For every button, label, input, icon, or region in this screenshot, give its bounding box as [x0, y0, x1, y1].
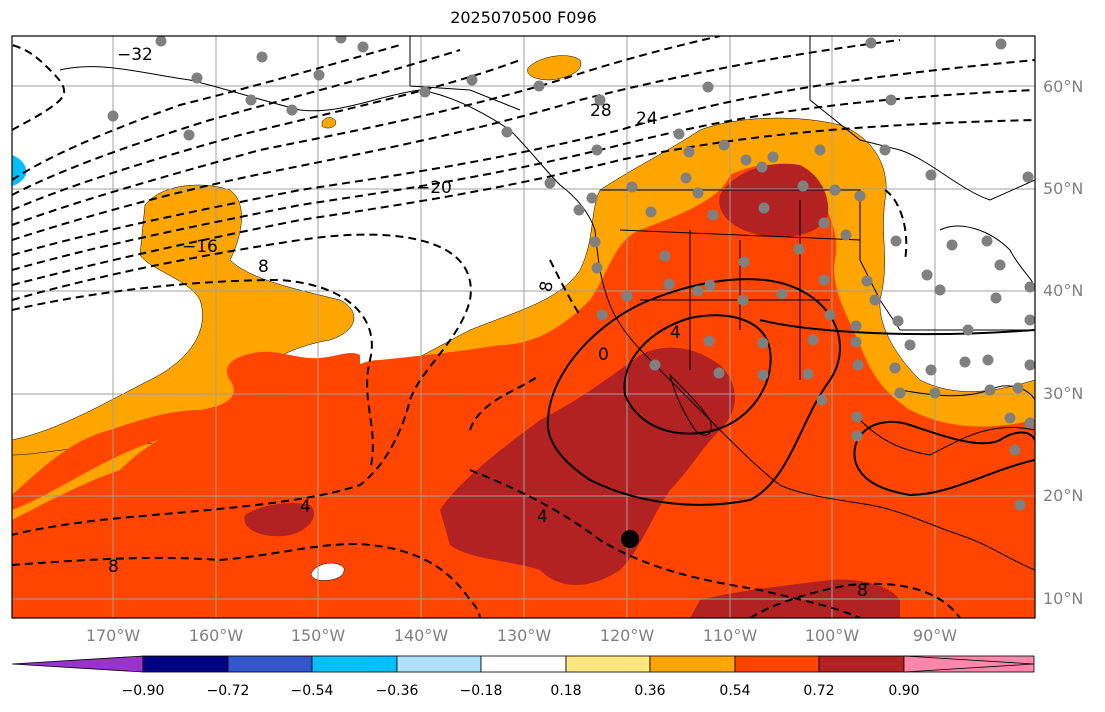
lat-label: 20°N [1043, 486, 1084, 505]
contour-label: −20 [416, 178, 452, 198]
dashed-contours [12, 36, 1035, 618]
colorbar-bin [565, 655, 651, 673]
colorbar-bin [227, 655, 313, 673]
contour-label: 28 [590, 101, 612, 121]
colorbar-bin [396, 655, 482, 673]
lon-label: 170°W [85, 626, 141, 645]
colorbar-tick-label: 0.72 [803, 683, 835, 699]
lon-label: 110°W [702, 626, 758, 645]
contour-label: 4 [537, 507, 548, 527]
field-orange-small [321, 117, 337, 129]
contour-labels: −32 28 24 −20 −16 8 8 4 0 4 4 8 8 [108, 45, 868, 601]
lon-label: 100°W [804, 626, 860, 645]
colorbar [11, 655, 1035, 673]
colorbar-tick-label: 0.90 [888, 683, 920, 699]
lon-label: 90°W [912, 626, 958, 645]
contour-label: 8 [108, 557, 119, 577]
map-frame [11, 35, 1036, 619]
lon-label: 130°W [496, 626, 552, 645]
colorbar-bin [649, 655, 736, 673]
colorbar-bin [311, 655, 398, 673]
colorbar-bin [480, 655, 567, 673]
contour-label: −16 [182, 237, 218, 257]
lat-label: 50°N [1043, 179, 1084, 198]
colorbar-extend-high [903, 655, 1035, 673]
map-title: 2025070500 F096 [450, 8, 597, 27]
colorbar-tick-label: −0.90 [121, 683, 165, 699]
stations [107, 36, 1035, 511]
colorbar-bin [818, 655, 905, 673]
contour-label: 24 [636, 109, 658, 129]
colorbar-tick-label: 0.18 [550, 683, 582, 699]
lat-label: 30°N [1043, 384, 1084, 403]
field-white-hole [311, 562, 345, 581]
lat-label: 10°N [1043, 589, 1084, 608]
field-darkred [440, 347, 735, 585]
contour-label: 8 [258, 257, 269, 277]
contour-label: 4 [670, 323, 681, 343]
contour-label: −32 [117, 45, 153, 65]
colorbar-tick-label: −0.72 [206, 683, 250, 699]
lon-label: 160°W [188, 626, 244, 645]
lat-label: 60°N [1043, 77, 1084, 96]
lat-label: 40°N [1043, 281, 1084, 300]
lon-label: 120°W [599, 626, 655, 645]
colorbar-tick-label: 0.54 [719, 683, 751, 699]
contour-4 [623, 314, 772, 435]
contour-0-east [853, 420, 1035, 497]
contour-0 [546, 278, 841, 506]
colorbar-bin [734, 655, 820, 673]
colorbar-tick-label: 0.36 [634, 683, 666, 699]
contour-label: 8 [536, 280, 558, 294]
solid-contours [546, 278, 1035, 506]
contour-label: 4 [300, 497, 311, 517]
map-panel: −32 28 24 −20 −16 8 8 4 0 4 4 8 8 [12, 36, 1035, 618]
field-redorange-pacific [12, 351, 360, 510]
field-orange-alaska [527, 55, 582, 81]
contour-label: 0 [598, 345, 609, 365]
colorbar-tick-label: −0.36 [375, 683, 419, 699]
colorbar-bin [142, 655, 229, 673]
lon-label: 140°W [393, 626, 449, 645]
reference-point-marker [621, 530, 639, 548]
colorbar-tick-label: −0.54 [290, 683, 334, 699]
graticule [12, 36, 1035, 618]
contour-label: 8 [857, 581, 868, 601]
colorbar-extend-low [11, 655, 144, 673]
lon-label: 150°W [290, 626, 346, 645]
field-darkred-hawaii [244, 503, 314, 537]
colorbar-tick-label: −0.18 [459, 683, 503, 699]
